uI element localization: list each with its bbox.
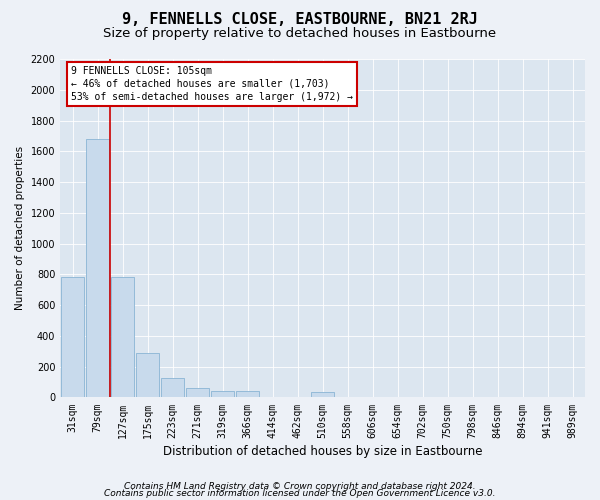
Text: Contains public sector information licensed under the Open Government Licence v3: Contains public sector information licen…: [104, 490, 496, 498]
Bar: [61, 278, 84, 398]
Text: 9, FENNELLS CLOSE, EASTBOURNE, BN21 2RJ: 9, FENNELLS CLOSE, EASTBOURNE, BN21 2RJ: [122, 12, 478, 28]
Bar: [161, 378, 184, 398]
Bar: [136, 353, 159, 398]
X-axis label: Distribution of detached houses by size in Eastbourne: Distribution of detached houses by size …: [163, 444, 482, 458]
Text: Contains HM Land Registry data © Crown copyright and database right 2024.: Contains HM Land Registry data © Crown c…: [124, 482, 476, 491]
Bar: [236, 390, 259, 398]
Bar: [86, 139, 109, 398]
Bar: [186, 388, 209, 398]
Bar: [211, 390, 234, 398]
Text: Size of property relative to detached houses in Eastbourne: Size of property relative to detached ho…: [103, 28, 497, 40]
Text: 9 FENNELLS CLOSE: 105sqm
← 46% of detached houses are smaller (1,703)
53% of sem: 9 FENNELLS CLOSE: 105sqm ← 46% of detach…: [71, 66, 353, 102]
Bar: [311, 392, 334, 398]
Bar: [111, 278, 134, 398]
Y-axis label: Number of detached properties: Number of detached properties: [15, 146, 25, 310]
